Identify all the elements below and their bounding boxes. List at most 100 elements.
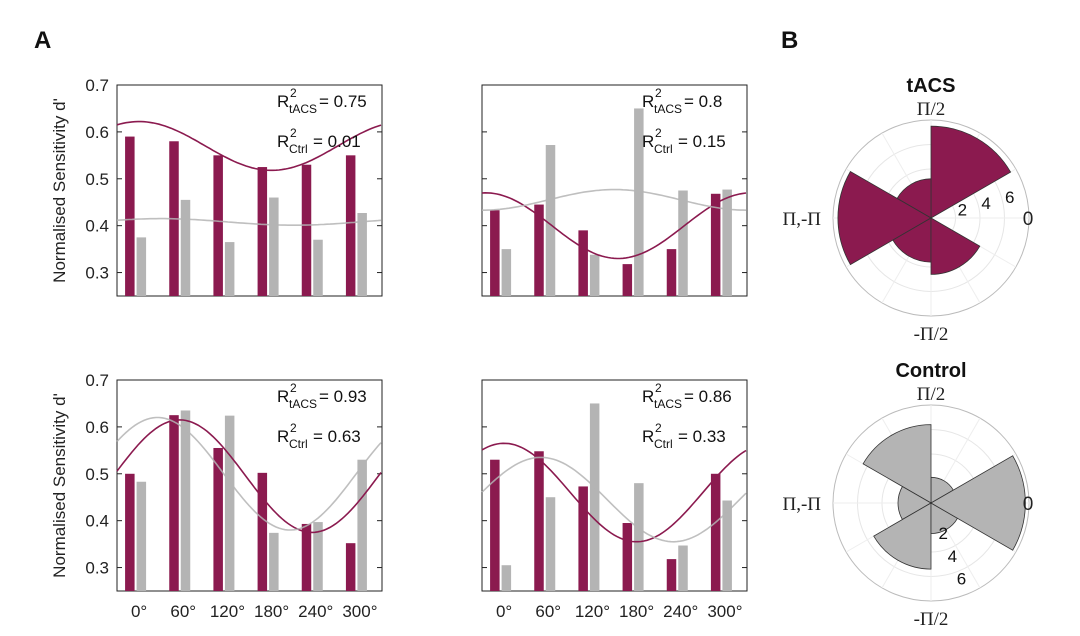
polar-title: Control [895,360,966,382]
ctrl-bar [136,481,147,591]
tacs-bar [622,264,633,296]
r2-superscript: 2 [290,86,297,100]
tacs-fit-curve [481,442,747,543]
ctrl-bar [545,145,556,296]
ctrl-bar [313,522,323,591]
x-tick-label: 180° [254,602,289,621]
r2-value: = 0.86 [684,387,732,406]
polar-ring-label: 2 [938,524,947,543]
ctrl-bar [136,237,147,296]
r2-value: = 0.63 [313,427,361,446]
y-tick-label: 0.7 [85,76,109,95]
direction-label-bottom: -Π/2 [914,609,949,630]
direction-label-bottom: -Π/2 [914,324,949,345]
y-tick-label: 0.6 [85,418,109,437]
tacs-bar [490,210,500,296]
x-tick-label: 240° [298,602,333,621]
r2-symbol: R [277,427,289,446]
r2-superscript: 2 [655,381,662,395]
tacs-bar [345,155,356,296]
r2-subscript: tACS [654,102,682,116]
axes-box [481,379,748,592]
x-tick-label: 0° [496,602,512,621]
r2-value: = 0.8 [684,92,722,111]
ctrl-bar [722,189,732,296]
ctrl-bar [589,254,600,296]
y-axis-label: Normalised Sensitivity d' [50,393,69,578]
ctrl-bar [313,239,323,296]
r2-value: = 0.75 [319,92,367,111]
polar-ring-label: 2 [958,201,967,220]
tacs-bar [534,451,544,591]
r2-subscript: Ctrl [654,437,673,451]
r2-subscript: tACS [654,397,682,411]
polar-wedge [930,217,981,275]
ctrl-bar [678,190,688,296]
tacs-bar [301,523,312,591]
tacs-bar [257,167,268,296]
polar-wedge [892,217,932,263]
r2-superscript: 2 [290,126,297,140]
tacs-bar [257,472,268,591]
y-tick-label: 0.6 [85,123,109,142]
ctrl-bar [357,213,367,296]
r2-symbol: R [642,387,654,406]
r2-symbol: R [642,427,654,446]
ctrl-bar [722,500,732,591]
r2-value: = 0.33 [678,427,726,446]
r2-symbol: R [642,132,654,151]
r2-subscript: tACS [289,102,317,116]
tacs-bar [666,559,677,591]
r2-superscript: 2 [655,421,662,435]
panel-label-a: A [34,27,51,54]
tacs-fit-curve [116,419,382,534]
direction-label-right: 0 [1023,209,1034,230]
polar-ring-label: 6 [1005,188,1014,207]
r2-subscript: tACS [289,397,317,411]
tacs-bar [490,459,500,591]
r2-subscript: Ctrl [654,142,673,156]
y-tick-label: 0.3 [85,264,109,283]
r2-symbol: R [642,92,654,111]
r2-value: = 0.01 [313,132,361,151]
polar-wedge [837,170,932,266]
tacs-bar [169,415,179,591]
ctrl-fit-curve [116,217,382,226]
y-tick-label: 0.4 [85,512,109,531]
bar-chart-top-left: 0.3 0.4 0.5 0.6 0.7 Normalised Sensitivity d'… [50,76,383,297]
polar-wedge [930,455,1026,551]
r2-subscript: Ctrl [289,437,308,451]
charts-layer: 0.3 0.4 0.5 0.6 0.7 Normalised Sensitivity d'… [50,75,1033,630]
polar-wedge [862,424,932,504]
bar-chart-bottom-left: 0.3 0.4 0.5 0.6 0.7 Normalised Sensitivity d'… [50,371,383,621]
ctrl-bar [634,483,644,591]
tacs-bar [125,136,135,296]
ctrl-bar [224,242,235,296]
tacs-fit-curve [481,191,747,260]
r2-value: = 0.15 [678,132,726,151]
r2-superscript: 2 [655,86,662,100]
ctrl-bar [180,410,191,591]
r2-symbol: R [277,132,289,151]
ctrl-bar [589,403,600,591]
tacs-bar [345,543,356,591]
direction-label-left: Π,-Π [782,209,821,230]
tacs-bar [666,249,677,296]
ctrl-bar [357,459,367,591]
tacs-bar [213,155,223,296]
x-tick-label: 60° [170,602,196,621]
y-tick-label: 0.3 [85,559,109,578]
r2-superscript: 2 [290,381,297,395]
x-tick-label: 0° [131,602,147,621]
tacs-bar [213,447,223,591]
polar-wedge [930,125,1012,219]
ctrl-bar [224,415,235,591]
tacs-bar [710,473,721,591]
x-tick-label: 120° [575,602,610,621]
ctrl-bar [269,197,279,296]
tacs-bar [534,204,544,296]
axes-box [116,84,383,297]
